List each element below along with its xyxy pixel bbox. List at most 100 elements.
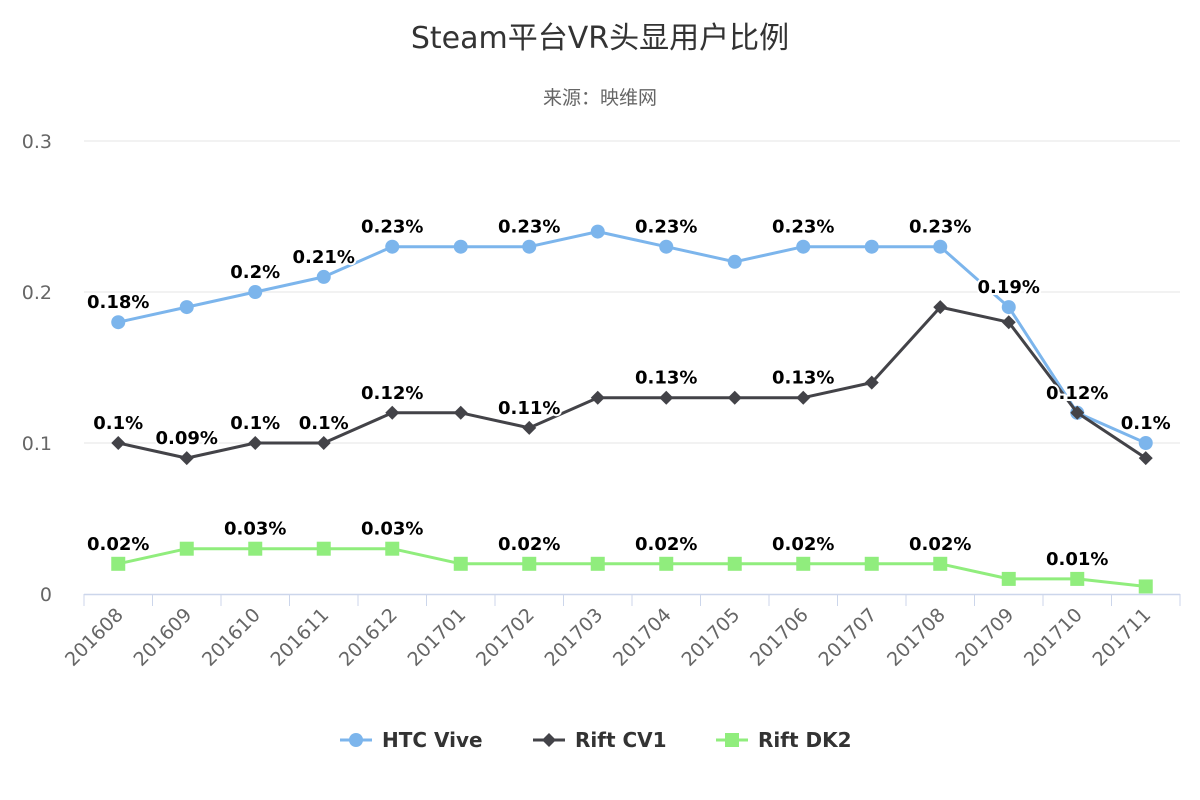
- data-point: [1138, 436, 1153, 450]
- chart-title: Steam平台VR头显用户比例: [411, 21, 789, 56]
- data-point: [453, 405, 468, 420]
- series-rift-cv1: [111, 300, 1153, 466]
- x-tick-label: 201701: [403, 604, 470, 671]
- y-tick-label: 0.2: [22, 282, 52, 304]
- data-point: [111, 436, 126, 450]
- data-label: 0.18%: [87, 292, 149, 313]
- data-point: [1001, 571, 1016, 586]
- data-point: [248, 436, 263, 450]
- data-point: [179, 300, 194, 315]
- x-tick-label: 201610: [198, 604, 265, 671]
- data-point: [590, 224, 605, 239]
- data-label: 0.02%: [909, 534, 971, 555]
- x-tick-label: 201704: [609, 604, 676, 671]
- data-point: [316, 269, 331, 284]
- data-point: [590, 390, 605, 405]
- data-label: 0.23%: [635, 217, 697, 238]
- data-label: 0.19%: [978, 277, 1040, 298]
- data-point: [864, 239, 879, 254]
- data-label: 0.12%: [361, 383, 423, 404]
- series-rift-dk2: [111, 541, 1153, 594]
- data-point: [1001, 300, 1016, 315]
- x-tick-label: 201711: [1088, 604, 1155, 671]
- data-point: [659, 239, 674, 254]
- legend-circle-icon: [349, 733, 363, 747]
- legend-label: HTC Vive: [382, 728, 483, 752]
- data-point: [590, 556, 605, 571]
- data-point: [864, 556, 879, 571]
- grid: 0 0.1 0.2 0.3: [22, 131, 1180, 606]
- x-axis: 201608 201609 201610 201611 201612 201701 2017…: [61, 593, 1181, 671]
- x-tick-label: 201703: [540, 604, 607, 671]
- data-point: [1138, 579, 1153, 594]
- legend-square-icon: [725, 733, 739, 747]
- data-labels: 0.18% 0.2% 0.21% 0.23% 0.23% 0.23% 0.23% 0.23% 0…: [85, 215, 1173, 572]
- x-tick-label: 201707: [814, 604, 881, 671]
- y-tick-label: 0: [40, 584, 52, 606]
- data-point: [727, 556, 742, 571]
- y-tick-label: 0.1: [22, 433, 52, 455]
- data-point: [933, 556, 948, 571]
- data-point: [1070, 571, 1085, 586]
- data-label: 0.21%: [293, 247, 355, 268]
- series-line: [117, 230, 1147, 445]
- data-point: [111, 315, 126, 330]
- data-point: [522, 239, 537, 254]
- data-label: 0.1%: [230, 413, 280, 434]
- data-label: 0.23%: [909, 217, 971, 238]
- legend-item-rift-dk2: Rift DK2: [716, 728, 852, 752]
- data-label: 0.13%: [635, 368, 697, 389]
- data-point: [248, 285, 263, 299]
- data-point: [1001, 315, 1016, 330]
- data-label: 0.13%: [772, 368, 834, 389]
- data-label: 0.23%: [361, 217, 423, 238]
- data-label: 0.02%: [635, 534, 697, 555]
- data-label: 0.12%: [1046, 383, 1108, 404]
- x-tick-label: 201609: [129, 604, 196, 671]
- data-point: [933, 300, 948, 315]
- legend-label: Rift DK2: [758, 728, 852, 752]
- x-tick-label: 201705: [677, 604, 744, 671]
- series-line: [117, 547, 1146, 588]
- legend-item-htc-vive: HTC Vive: [340, 728, 483, 752]
- data-point: [1070, 405, 1085, 420]
- legend-diamond-icon: [542, 733, 556, 747]
- data-point: [864, 375, 879, 390]
- data-point: [111, 556, 126, 571]
- data-point: [659, 556, 674, 571]
- data-point: [453, 556, 468, 571]
- data-label: 0.02%: [87, 534, 149, 555]
- series-group: [111, 224, 1153, 594]
- data-label: 0.09%: [156, 428, 218, 449]
- legend-label: Rift CV1: [575, 728, 667, 752]
- data-point: [316, 541, 331, 556]
- data-label: 0.02%: [772, 534, 834, 555]
- data-point: [385, 405, 400, 420]
- data-point: [248, 541, 263, 556]
- data-label: 0.1%: [299, 413, 349, 434]
- x-tick-label: 201612: [335, 604, 402, 671]
- data-point: [796, 390, 811, 405]
- data-point: [316, 436, 331, 450]
- data-label: 0.2%: [230, 262, 280, 283]
- x-tick-label: 201708: [883, 604, 950, 671]
- data-label: 0.11%: [498, 398, 560, 419]
- data-point: [385, 541, 400, 556]
- legend-item-rift-cv1: Rift CV1: [533, 728, 667, 752]
- data-point: [933, 239, 948, 254]
- data-point: [1138, 451, 1153, 466]
- x-tick-label: 201709: [951, 604, 1018, 671]
- data-label: 0.03%: [224, 519, 286, 540]
- x-tick-label: 201702: [472, 604, 539, 671]
- data-label: 0.23%: [772, 217, 834, 238]
- data-point: [796, 556, 811, 571]
- data-point: [796, 239, 811, 254]
- data-point: [522, 420, 537, 435]
- data-point: [385, 239, 400, 254]
- legend: HTC Vive Rift CV1 Rift DK2: [340, 728, 852, 752]
- x-tick-label: 201710: [1020, 604, 1087, 671]
- data-label: 0.03%: [361, 519, 423, 540]
- y-tick-label: 0.3: [22, 131, 52, 153]
- series-line: [117, 305, 1147, 460]
